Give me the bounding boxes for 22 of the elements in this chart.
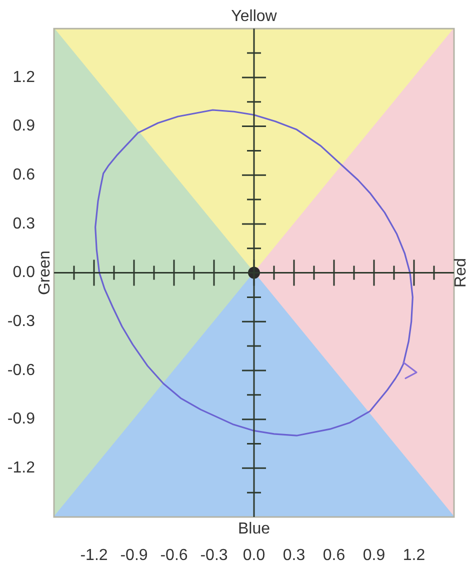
x-tick-label: 0.3	[282, 547, 306, 564]
text: Green	[36, 250, 54, 296]
y-tick-label: -0.6	[7, 362, 36, 379]
y-tick-label: 0.3	[12, 215, 36, 232]
x-tick-label: -0.6	[160, 547, 188, 564]
x-tick-label: 0.0	[242, 547, 266, 564]
x-tick-label: 0.9	[362, 547, 386, 564]
y-tick-label: 1.2	[12, 68, 36, 86]
x-tick-label: -1.2	[80, 547, 108, 564]
y-tick-label: -0.9	[7, 410, 36, 428]
y-tick-label: 0.6	[12, 166, 36, 184]
x-tick-label: 0.6	[322, 547, 346, 564]
series-label: Yellow	[231, 8, 278, 26]
series-label: Blue	[238, 520, 270, 538]
y-tick-label: -1.2	[7, 460, 36, 477]
x-tick-label: -0.3	[200, 547, 228, 564]
y-tick-label: 0.0	[12, 264, 36, 282]
y-tick-label: -0.3	[7, 313, 36, 330]
x-tick-label: 1.2	[402, 547, 426, 564]
text: Red	[452, 258, 468, 288]
x-tick-label: -0.9	[120, 547, 148, 564]
y-tick-label: 0.9	[12, 118, 36, 135]
